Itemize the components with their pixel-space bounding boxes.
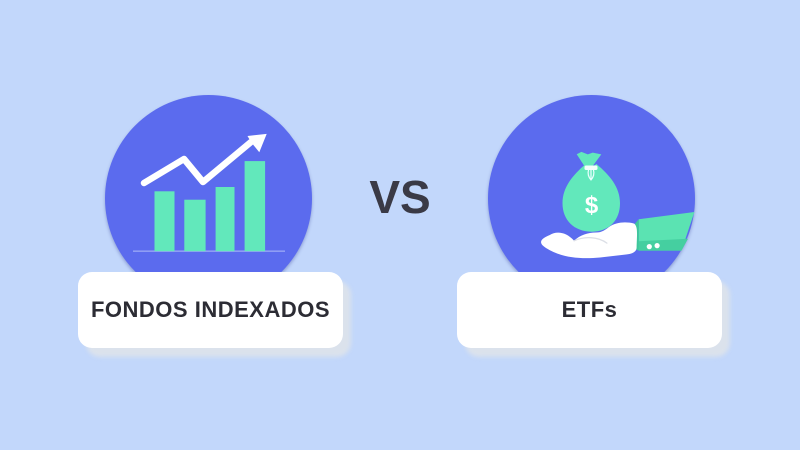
svg-text:$: $ xyxy=(585,192,599,219)
